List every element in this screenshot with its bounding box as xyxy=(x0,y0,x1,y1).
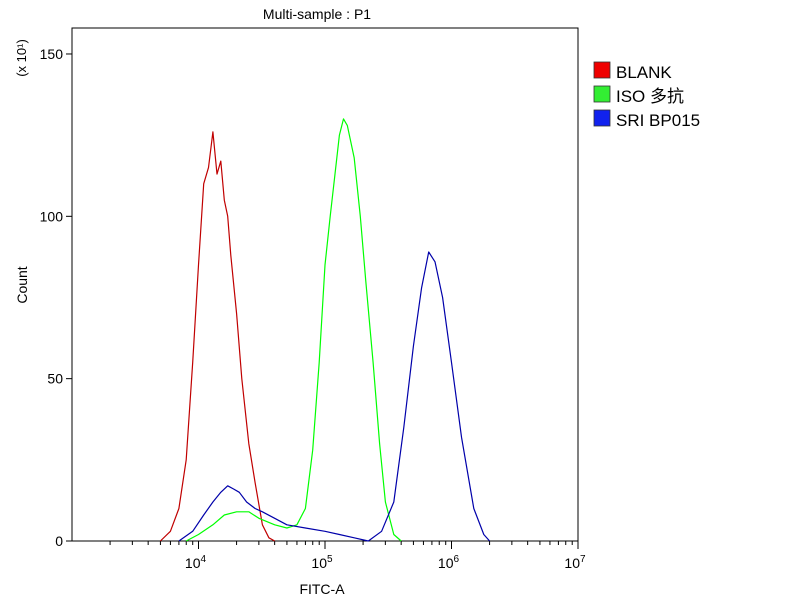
series-line-2 xyxy=(178,251,491,542)
legend: BLANK ISO 多抗 SRI BP015 xyxy=(593,61,700,130)
series-line-1 xyxy=(185,118,402,542)
x-tick-label: 107 xyxy=(564,554,586,571)
legend-swatch-sri xyxy=(593,109,611,127)
plot-frame xyxy=(71,27,579,542)
legend-swatch-iso xyxy=(593,85,611,103)
x-tick-label: 106 xyxy=(438,554,460,571)
legend-label-iso: ISO 多抗 xyxy=(616,87,684,106)
series-line-0 xyxy=(159,131,275,542)
chart-title: Multi-sample : P1 xyxy=(263,6,371,22)
y-tick-label: 50 xyxy=(47,371,63,387)
legend-label-sri: SRI BP015 xyxy=(616,111,700,130)
legend-label-blank: BLANK xyxy=(616,63,672,82)
y-axis-multiplier: (x 10¹) xyxy=(14,39,29,77)
y-axis-label: Count xyxy=(14,266,30,303)
x-tick-label: 104 xyxy=(185,554,207,571)
y-tick-label: 100 xyxy=(40,208,64,224)
legend-swatch-blank xyxy=(593,61,611,79)
x-tick-label: 105 xyxy=(311,554,333,571)
x-axis-label: FITC-A xyxy=(299,581,345,597)
y-tick-label: 0 xyxy=(55,533,63,549)
y-tick-label: 150 xyxy=(40,46,64,62)
